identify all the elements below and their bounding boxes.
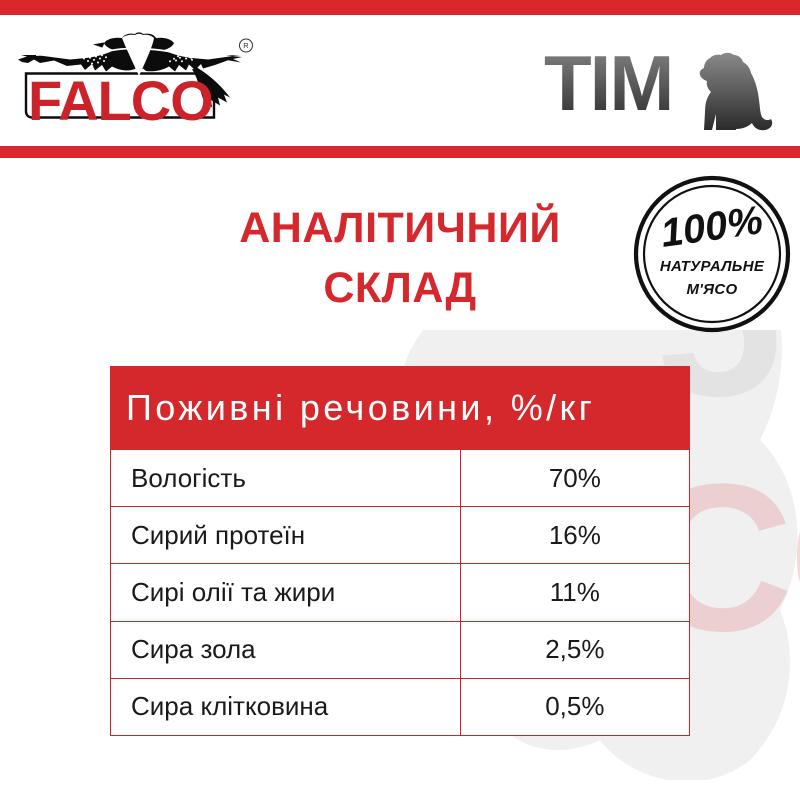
svg-text:НАТУРАЛЬНЕ: НАТУРАЛЬНЕ <box>660 258 765 275</box>
svg-text:R: R <box>243 41 249 50</box>
svg-text:TIM: TIM <box>544 42 672 127</box>
svg-text:М'ЯСО: М'ЯСО <box>687 281 738 298</box>
